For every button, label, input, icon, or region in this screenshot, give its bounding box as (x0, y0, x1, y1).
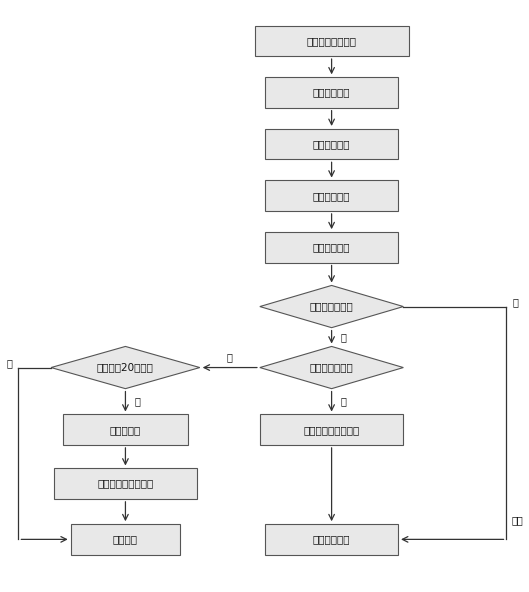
Text: 超差检测标志位置零: 超差检测标志位置零 (97, 479, 153, 488)
Text: 软件滤波处理: 软件滤波处理 (313, 242, 350, 252)
Polygon shape (260, 346, 404, 389)
Text: 否: 否 (341, 397, 347, 407)
FancyBboxPatch shape (260, 414, 404, 445)
Text: 否: 否 (341, 332, 347, 342)
Text: 否: 否 (135, 397, 141, 407)
FancyBboxPatch shape (265, 524, 398, 555)
Text: 置零: 置零 (512, 514, 523, 525)
Text: 转速计算结果: 转速计算结果 (313, 535, 350, 545)
Text: 是: 是 (6, 358, 12, 368)
Text: 是: 是 (513, 297, 518, 307)
FancyBboxPatch shape (254, 25, 408, 56)
Text: 主控制器计算: 主控制器计算 (313, 191, 350, 201)
Text: 是否连续20次超差: 是否连续20次超差 (97, 362, 154, 372)
Text: 高速计数模块: 高速计数模块 (313, 88, 350, 98)
Text: 转速值是否过低: 转速值是否过低 (309, 301, 353, 311)
FancyBboxPatch shape (265, 78, 398, 108)
FancyBboxPatch shape (71, 524, 180, 555)
FancyBboxPatch shape (53, 468, 197, 499)
Text: 故障停机: 故障停机 (113, 535, 138, 545)
Text: 转速值是否超差: 转速值是否超差 (309, 362, 353, 372)
Text: 接近开关检出脉冲: 接近开关检出脉冲 (307, 36, 357, 46)
Text: 子站通讯模块: 子站通讯模块 (313, 139, 350, 149)
FancyBboxPatch shape (265, 129, 398, 159)
Text: 是: 是 (227, 352, 233, 362)
FancyBboxPatch shape (63, 414, 188, 445)
Polygon shape (260, 285, 404, 327)
Polygon shape (51, 346, 200, 389)
Text: 加或减处理: 加或减处理 (110, 424, 141, 435)
FancyBboxPatch shape (265, 181, 398, 211)
FancyBboxPatch shape (265, 232, 398, 263)
Text: 超差检测标志位置零: 超差检测标志位置零 (304, 424, 360, 435)
